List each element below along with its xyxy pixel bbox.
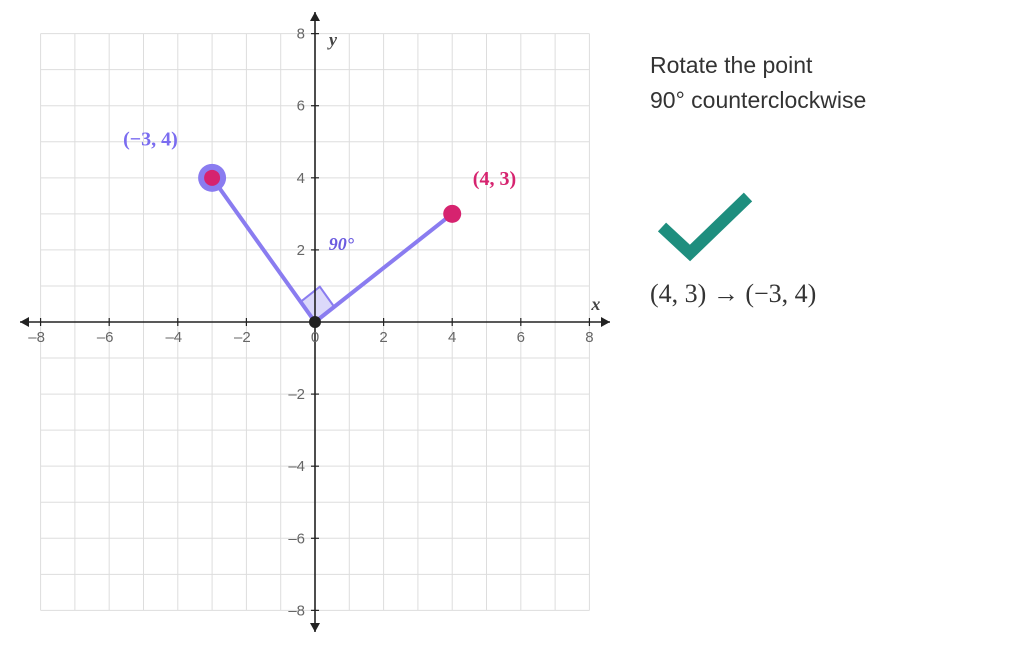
svg-text:y: y xyxy=(327,30,338,50)
svg-text:8: 8 xyxy=(297,26,305,43)
svg-text:90°: 90° xyxy=(329,234,355,254)
svg-text:x: x xyxy=(590,294,600,314)
checkmark-icon xyxy=(650,187,1010,267)
degree-symbol: ° xyxy=(676,87,685,113)
svg-text:–2: –2 xyxy=(234,329,251,346)
check-svg xyxy=(650,187,760,267)
svg-text:4: 4 xyxy=(448,329,456,346)
svg-text:6: 6 xyxy=(297,98,305,115)
svg-text:–8: –8 xyxy=(288,602,305,619)
coordinate-plane: –8 –6 –4 –2 0 2 4 6 8 –8 –6 –4 –2 2 4 6 8 x y 90° (4, 3) (−3,… xyxy=(20,12,610,632)
svg-text:–4: –4 xyxy=(165,329,182,346)
svg-text:2: 2 xyxy=(297,242,305,259)
chart-svg: –8 –6 –4 –2 0 2 4 6 8 –8 –6 –4 –2 2 4 6 8 x y 90° (4, 3) (−3,… xyxy=(20,12,610,632)
instruction-suffix: counterclockwise xyxy=(685,87,867,113)
instruction-line-2: 90° counterclockwise xyxy=(650,83,1010,118)
arrow-icon: → xyxy=(713,279,739,308)
result-mapping: (4, 3) → (−3, 4) xyxy=(650,279,1010,309)
svg-text:8: 8 xyxy=(585,329,593,346)
svg-text:–8: –8 xyxy=(28,329,45,346)
instruction-line-1: Rotate the point xyxy=(650,48,1010,83)
svg-text:2: 2 xyxy=(379,329,387,346)
svg-text:(−3, 4): (−3, 4) xyxy=(123,128,178,150)
svg-text:4: 4 xyxy=(297,170,305,187)
svg-text:–2: –2 xyxy=(288,386,305,403)
angle-degree-value: 90 xyxy=(650,87,676,113)
result-from: (4, 3) xyxy=(650,279,706,308)
svg-text:–6: –6 xyxy=(288,530,305,547)
svg-text:(4, 3): (4, 3) xyxy=(473,168,516,190)
sidebar: Rotate the point 90° counterclockwise (4… xyxy=(650,48,1010,309)
svg-text:–4: –4 xyxy=(288,458,305,475)
result-to: (−3, 4) xyxy=(745,279,816,308)
svg-text:6: 6 xyxy=(517,329,525,346)
svg-text:–6: –6 xyxy=(97,329,114,346)
svg-text:0: 0 xyxy=(311,329,319,346)
